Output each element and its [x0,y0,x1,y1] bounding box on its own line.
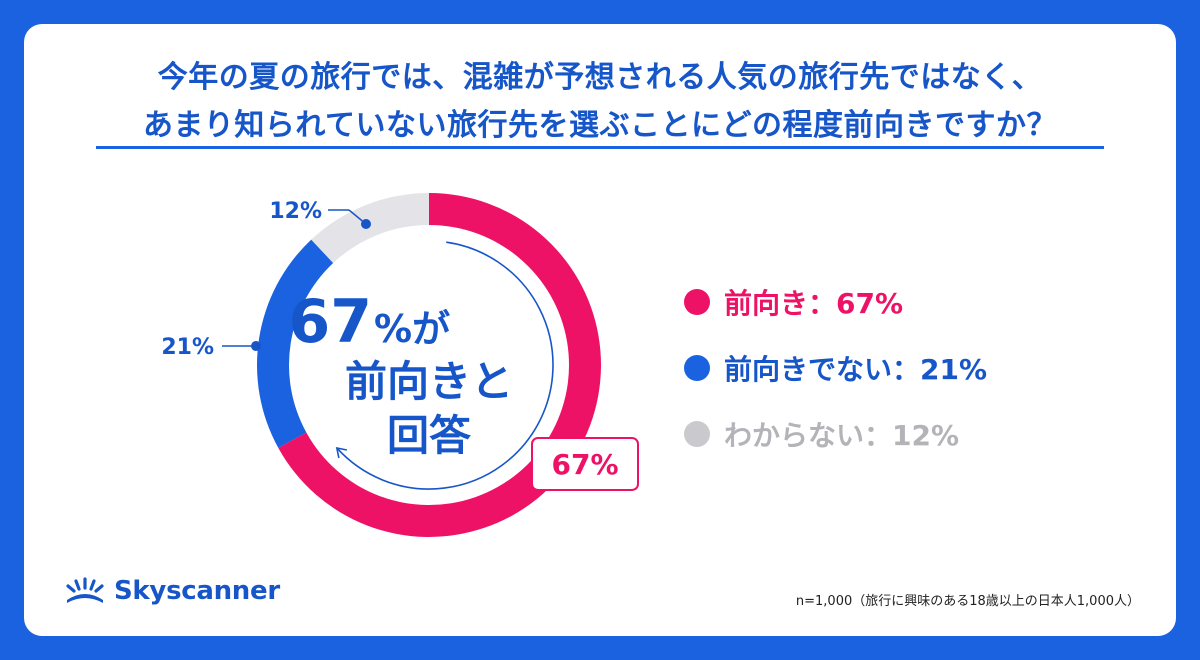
chart-legend: 前向き：67% 前向きでない：21% わからない：12% [684,282,987,480]
center-big-number: 67 [289,287,373,357]
slice-unknown [311,193,429,263]
legend-dot-positive [684,289,710,315]
legend-label-unknown: わからない：12% [724,419,960,452]
center-line-3: 回答 [387,411,472,460]
legend-label-not-positive: 前向きでない：21% [724,353,988,386]
slice-label-67-box [531,437,639,491]
title-line-1: 今年の夏の旅行では、混雑が予想される人気の旅行先ではなく、 [157,60,1043,95]
sunrise-logo-icon [66,577,104,603]
slice-label-67: 67% [551,448,618,481]
chart-title: 今年の夏の旅行では、混雑が予想される人気の旅行先ではなく、 あまり知られていない… [24,54,1176,150]
center-unit: %が [374,307,450,351]
infographic-card: 今年の夏の旅行では、混雑が予想される人気の旅行先ではなく、 あまり知られていない… [24,24,1176,636]
legend-dot-not-positive [684,355,710,381]
logo-wordmark: Skyscanner [114,576,280,606]
slice-not-positive [257,239,334,448]
center-arrow-arc [336,241,554,490]
legend-item-not-positive: 前向きでない：21% [684,348,987,388]
legend-label-positive: 前向き：67% [724,287,904,320]
center-arrow-head [335,446,348,459]
legend-item-positive: 前向き：67% [684,282,987,322]
legend-dot-unknown [684,421,710,447]
title-divider [96,146,1104,149]
donut-chart: 67 %が 前向きと 回答 12% 21% 67% [161,193,639,537]
legend-item-unknown: わからない：12% [684,414,987,454]
callout-dot-12 [361,219,371,229]
callout-dot-21 [251,341,261,351]
slice-label-12: 12% [269,199,322,224]
sample-footnote: n=1,000（旅行に興味のある18歳以上の日本人1,000人） [795,594,1140,609]
skyscanner-logo: Skyscanner [64,576,280,606]
donut-slices [257,193,601,537]
slice-label-21: 21% [161,335,214,360]
title-line-2: あまり知られていない旅行先を選ぶことにどの程度前向きですか？ [142,108,1058,143]
center-line-2: 前向きと [345,357,513,406]
